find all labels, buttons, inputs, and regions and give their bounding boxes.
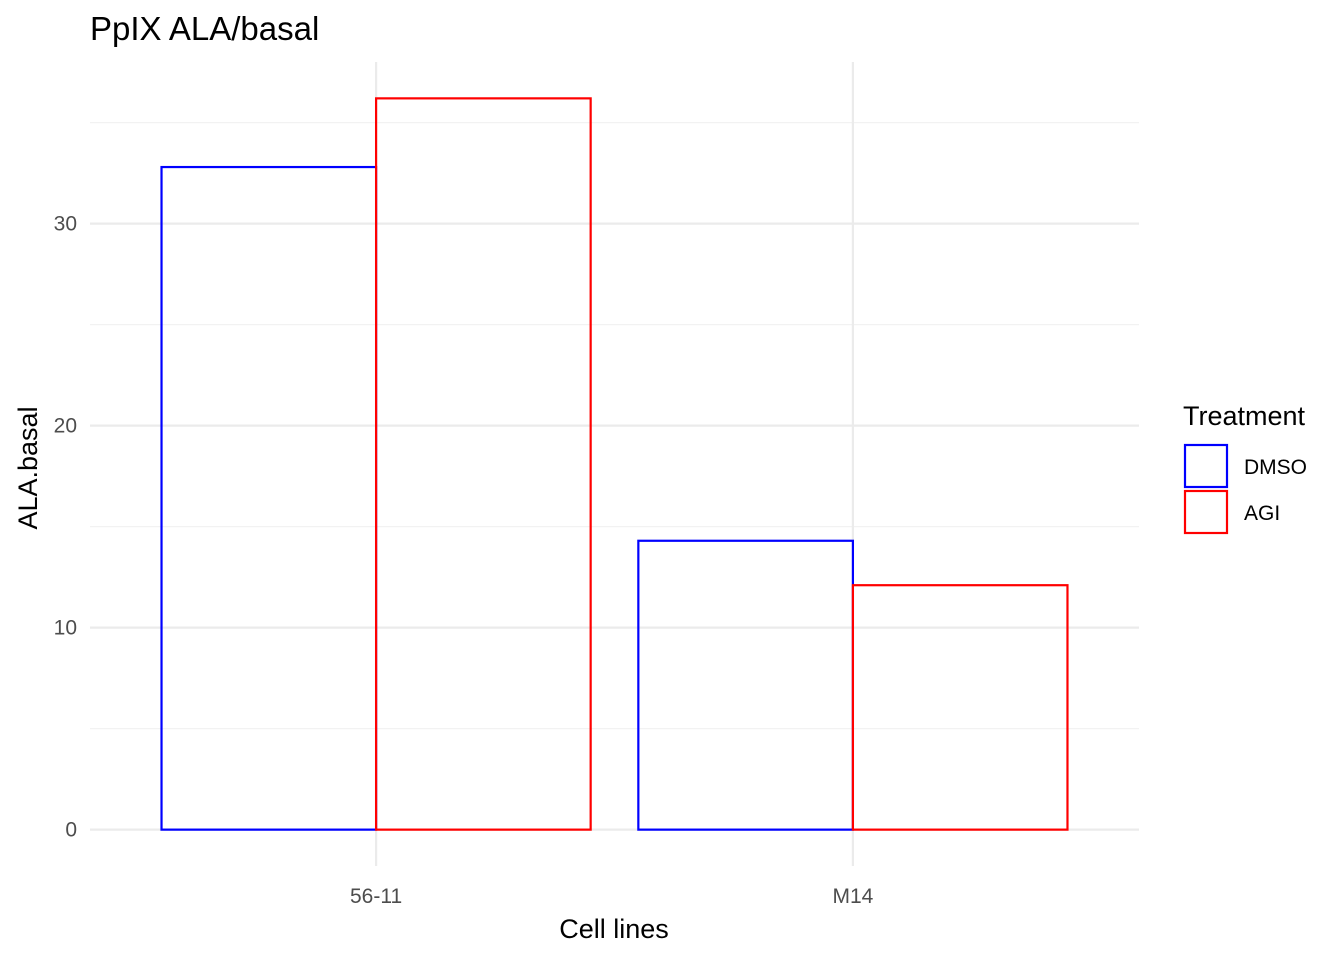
- chart-title: PpIX ALA/basal: [90, 10, 319, 47]
- legend-items: DMSO AGI: [1183, 443, 1307, 535]
- bar-agi-m14: [851, 584, 1069, 831]
- legend-key-dmso: [1183, 443, 1229, 489]
- x-axis-ticks: 56-11 M14: [350, 885, 874, 908]
- x-axis-title: Cell lines: [559, 914, 669, 944]
- y-tick-label: 30: [54, 213, 77, 236]
- legend-label-agi: AGI: [1244, 502, 1280, 525]
- legend-label-dmso: DMSO: [1244, 456, 1307, 479]
- legend-key-agi: [1183, 489, 1229, 535]
- y-axis-title: ALA.basal: [13, 406, 43, 529]
- y-axis-ticks: 0 10 20 30: [54, 213, 77, 842]
- x-tick-label: 56-11: [350, 885, 402, 908]
- legend: Treatment DMSO AGI: [1183, 401, 1307, 535]
- y-tick-label: 0: [65, 819, 77, 842]
- y-tick-label: 20: [54, 415, 77, 438]
- legend-title: Treatment: [1183, 401, 1306, 431]
- bar-agi-56-11: [374, 97, 592, 831]
- x-tick-label: M14: [832, 885, 873, 908]
- y-tick-label: 10: [54, 617, 77, 640]
- bars: [160, 97, 1069, 831]
